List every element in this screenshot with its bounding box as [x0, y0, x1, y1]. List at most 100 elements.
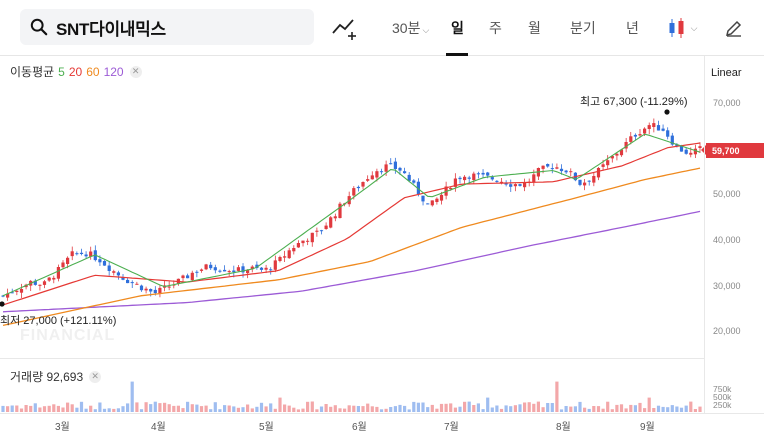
- candle-body: [186, 275, 190, 279]
- volume-bar: [121, 406, 125, 412]
- candle-body: [116, 272, 120, 276]
- candle-body: [139, 285, 144, 291]
- candle-body: [587, 180, 591, 182]
- candle-body: [366, 179, 370, 181]
- volume-label: 거래량 92,693: [10, 370, 84, 384]
- volume-bar: [689, 401, 693, 412]
- volume-bar: [315, 409, 319, 412]
- volume-bar: [509, 406, 513, 412]
- y-tick-label: 50,000: [713, 189, 741, 199]
- volume-bar: [47, 405, 51, 412]
- volume-bar: [693, 409, 697, 412]
- volume-bar: [66, 402, 70, 412]
- candle-type-button[interactable]: ⌵: [662, 14, 702, 42]
- period-quarter[interactable]: 분기: [570, 20, 596, 36]
- candle-body: [130, 282, 134, 284]
- volume-bar: [292, 407, 296, 412]
- volume-bar: [587, 408, 591, 412]
- candle-body: [259, 267, 264, 270]
- drawing-tool-button[interactable]: [720, 14, 748, 42]
- volume-bar: [384, 408, 388, 412]
- volume-bar: [149, 404, 153, 412]
- volume-bar: [112, 408, 116, 412]
- candle-body: [541, 165, 545, 169]
- volume-legend[interactable]: 거래량 92,693 ✕: [10, 368, 102, 385]
- candle-body: [223, 269, 227, 272]
- x-tick-label: 7월: [444, 422, 459, 433]
- candle-body: [15, 290, 19, 292]
- volume-bar: [389, 407, 393, 412]
- volume-bar: [319, 406, 324, 412]
- candle-body: [218, 270, 222, 272]
- candle-body: [190, 272, 194, 281]
- volume-bar: [93, 409, 97, 412]
- close-icon[interactable]: ✕: [89, 370, 102, 383]
- volume-bar: [181, 408, 185, 412]
- indicator-add-button[interactable]: [330, 14, 358, 42]
- candle-body: [486, 172, 490, 176]
- candle-body: [89, 251, 93, 257]
- candle-body: [338, 203, 342, 218]
- volume-bar: [338, 408, 342, 412]
- volume-bar: [661, 406, 665, 412]
- candle-body: [550, 168, 554, 170]
- volume-bar: [79, 401, 84, 412]
- volume-bar: [684, 405, 688, 412]
- volume-bar: [158, 403, 162, 412]
- volume-bar: [324, 404, 328, 412]
- candle-body: [287, 250, 291, 259]
- volume-bar: [698, 406, 702, 412]
- volume-bar: [61, 407, 65, 412]
- candle-body: [236, 267, 240, 271]
- y-tick-label: 40,000: [713, 235, 741, 245]
- period-year[interactable]: 년: [626, 20, 639, 36]
- candle-body: [698, 146, 702, 148]
- candle-body: [559, 168, 564, 172]
- ma-legend-title: 이동평균: [10, 65, 55, 79]
- volume-bar: [361, 406, 365, 412]
- candle-body: [578, 179, 582, 185]
- candle-body: [467, 177, 471, 179]
- period-month[interactable]: 월: [528, 20, 541, 36]
- candle-body: [75, 253, 79, 255]
- period-30min[interactable]: 30분 ⌵: [392, 20, 430, 36]
- volume-bar: [52, 404, 56, 412]
- volume-bar: [532, 403, 536, 412]
- candle-body: [509, 184, 513, 187]
- low-marker: [0, 301, 5, 307]
- volume-bar: [416, 402, 420, 412]
- stock-search-box[interactable]: SNT다이내믹스: [20, 9, 314, 45]
- candle-body: [199, 269, 204, 271]
- volume-bar: [467, 401, 471, 412]
- period-day[interactable]: 일: [451, 20, 464, 36]
- candle-body: [306, 240, 310, 242]
- volume-bar: [33, 403, 37, 412]
- close-icon[interactable]: ✕: [129, 65, 142, 78]
- price-chart[interactable]: [0, 56, 705, 413]
- scale-type-label[interactable]: Linear: [711, 67, 742, 79]
- y-tick-label: 30,000: [713, 281, 741, 291]
- candle-body: [324, 225, 328, 229]
- volume-bar: [107, 408, 111, 412]
- volume-bar: [135, 402, 139, 412]
- period-week[interactable]: 주: [489, 20, 502, 36]
- candle-body: [6, 293, 10, 298]
- candle-type-icon: [669, 18, 684, 38]
- volume-bar: [98, 402, 102, 412]
- volume-bar: [56, 405, 60, 412]
- volume-bar: [619, 404, 624, 412]
- ma20-label: 20: [68, 64, 83, 79]
- volume-bar: [444, 403, 448, 412]
- volume-bar: [638, 402, 642, 412]
- volume-bar: [269, 403, 273, 412]
- moving-average-legend[interactable]: 이동평균 5 20 60 120 ✕: [10, 63, 142, 80]
- volume-bar: [283, 404, 287, 412]
- candle-body: [393, 161, 397, 169]
- panel-separator: [0, 358, 704, 359]
- volume-bar: [301, 408, 305, 412]
- volume-bar: [439, 403, 444, 412]
- candle-body: [296, 243, 300, 248]
- y-tick-label: 70,000: [713, 98, 741, 108]
- volume-bar: [199, 406, 204, 412]
- candles-layer: [1, 118, 702, 301]
